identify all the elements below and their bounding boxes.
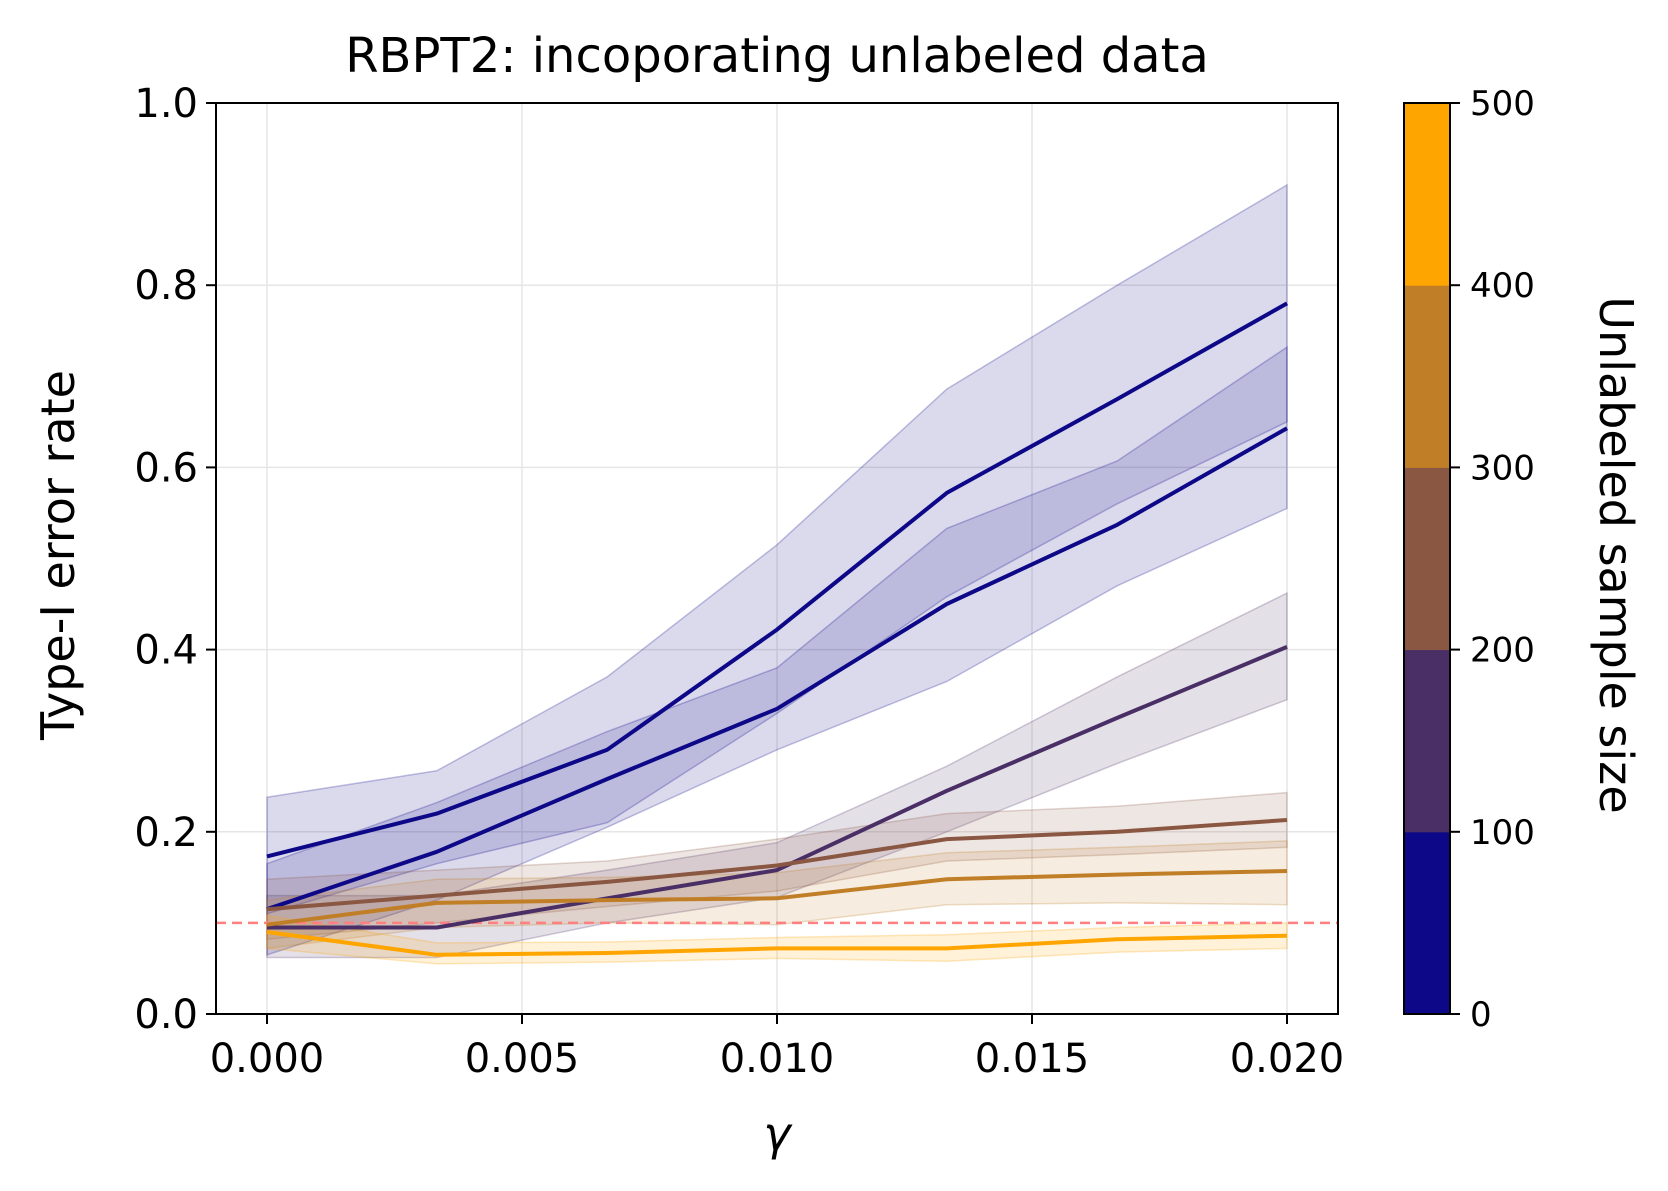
y-tick-label: 0.0 [134,992,198,1038]
chart-title: RBPT2: incoporating unlabeled data [345,28,1209,84]
colorbar-tick-label: 100 [1470,813,1535,853]
y-tick-label: 0.4 [134,628,198,674]
colorbar-ticks: 0 100 200 300 400 500 [1450,84,1535,1035]
series-line-4 [266,818,1288,912]
y-tick-label: 0.6 [134,445,198,491]
x-tick-label: 0.015 [975,1036,1090,1082]
colorbar-segment-1 [1404,831,1450,1015]
colorbar-tick-label: 0 [1470,995,1492,1035]
y-tick-label: 0.2 [134,810,198,856]
series-line-3 [267,645,1288,930]
confidence-band-3 [266,591,1288,959]
colorbar-tick-label: 200 [1470,631,1535,671]
colorbar-tick-label: 500 [1470,84,1535,124]
x-axis-ticks: 0.000 0.005 0.010 0.015 0.020 [210,1014,1345,1082]
colorbar-tick-label: 400 [1470,266,1535,306]
y-axis-label: Type-I error rate [31,370,85,741]
y-axis-ticks: 0.0 0.2 0.4 0.6 0.8 1.0 [134,81,216,1038]
colorbar-segment-3 [1404,467,1450,651]
x-tick-label: 0.020 [1230,1036,1345,1082]
series-line-2 [266,426,1288,912]
colorbar-segment-2 [1404,649,1450,833]
x-tick-label: 0.005 [465,1036,580,1082]
series-line-1 [266,301,1288,859]
colorbar-frame [1403,102,1451,1015]
series-line-5 [266,869,1288,927]
colorbar [1404,103,1450,1015]
confidence-band-6 [266,914,1288,965]
y-tick-label: 1.0 [134,81,198,127]
x-axis-label: γ [763,1107,793,1161]
x-tick-label: 0.010 [720,1036,835,1082]
colorbar-segment-4 [1404,285,1450,468]
confidence-band-1 [266,183,1288,915]
y-tick-label: 0.8 [134,263,198,309]
colorbar-segment-5 [1404,103,1450,286]
series-lines [266,301,1288,957]
colorbar-label: Unlabeled sample size [1589,296,1643,813]
x-tick-label: 0.000 [210,1036,325,1082]
series-line-6 [266,930,1288,957]
colorbar-tick-label: 300 [1470,448,1535,488]
